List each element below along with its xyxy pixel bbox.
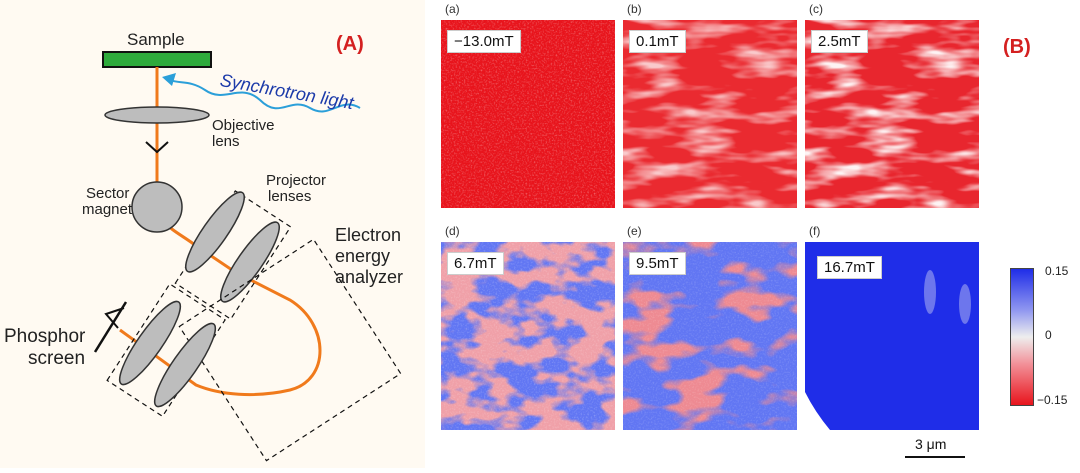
scale-bar [905,456,965,458]
map-a-field: −13.0mT [447,30,521,53]
colorbar-min-label: −0.15 [1037,393,1068,407]
map-f-letter: (f) [809,224,821,238]
sector-label-2: magnet [82,201,133,218]
colorbar-mid-label: 0 [1045,328,1052,342]
beam-direction-arrow [145,141,169,154]
projector-label-2: lenses [268,188,312,205]
exit-lens-2 [153,322,217,408]
objective-label-2: lens [212,133,240,150]
map-d [441,242,615,430]
screen-arrow [104,307,125,329]
projector-lens-2 [220,221,280,303]
peem-schematic [93,51,402,462]
phosphor-screen [93,301,128,353]
xmcd-maps-panel: (a) (b) (c) (d) (e) (f) [425,0,1080,468]
analyzer-label-1: Electron [335,225,402,245]
sector-magnet [131,181,183,233]
map-d-letter: (d) [445,224,460,238]
sector-label-1: Sector [86,185,130,202]
map-b-field: 0.1mT [629,30,686,53]
map-c-letter: (c) [809,2,823,16]
panel-b-tag: (B) [1003,36,1031,58]
projector-lens-1 [185,191,245,273]
projector-label-1: Projector [266,172,327,189]
light-arrowhead [162,73,176,86]
colorbar-max-label: 0.15 [1045,264,1069,278]
objective-label-1: Objective [212,117,275,134]
peem-schematic-panel: Sample (A) Synchrotron light Objective l… [0,0,425,468]
synchrotron-light-wave [169,79,361,113]
exit-lens-1 [118,300,182,386]
phosphor-label-1: Phosphor [4,326,86,347]
map-e-letter: (e) [627,224,642,238]
analyzer-label-3: analyzer [335,267,404,287]
map-a-letter: (a) [445,2,460,16]
analyzer-box [178,238,402,462]
map-b-letter: (b) [627,2,642,16]
map-d-field: 6.7mT [447,252,504,275]
sample-label: Sample [127,30,185,49]
colorbar [1010,268,1034,406]
map-f-field: 16.7mT [817,256,882,279]
objective-lens [104,106,210,124]
analyzer-label-2: energy [335,246,391,266]
map-c-field: 2.5mT [811,30,868,53]
phosphor-label-2: screen [28,348,86,369]
panel-a-tag: (A) [336,33,364,55]
map-e-field: 9.5mT [629,252,686,275]
scale-bar-label: 3 μm [915,436,947,452]
sample-plate [102,51,212,68]
